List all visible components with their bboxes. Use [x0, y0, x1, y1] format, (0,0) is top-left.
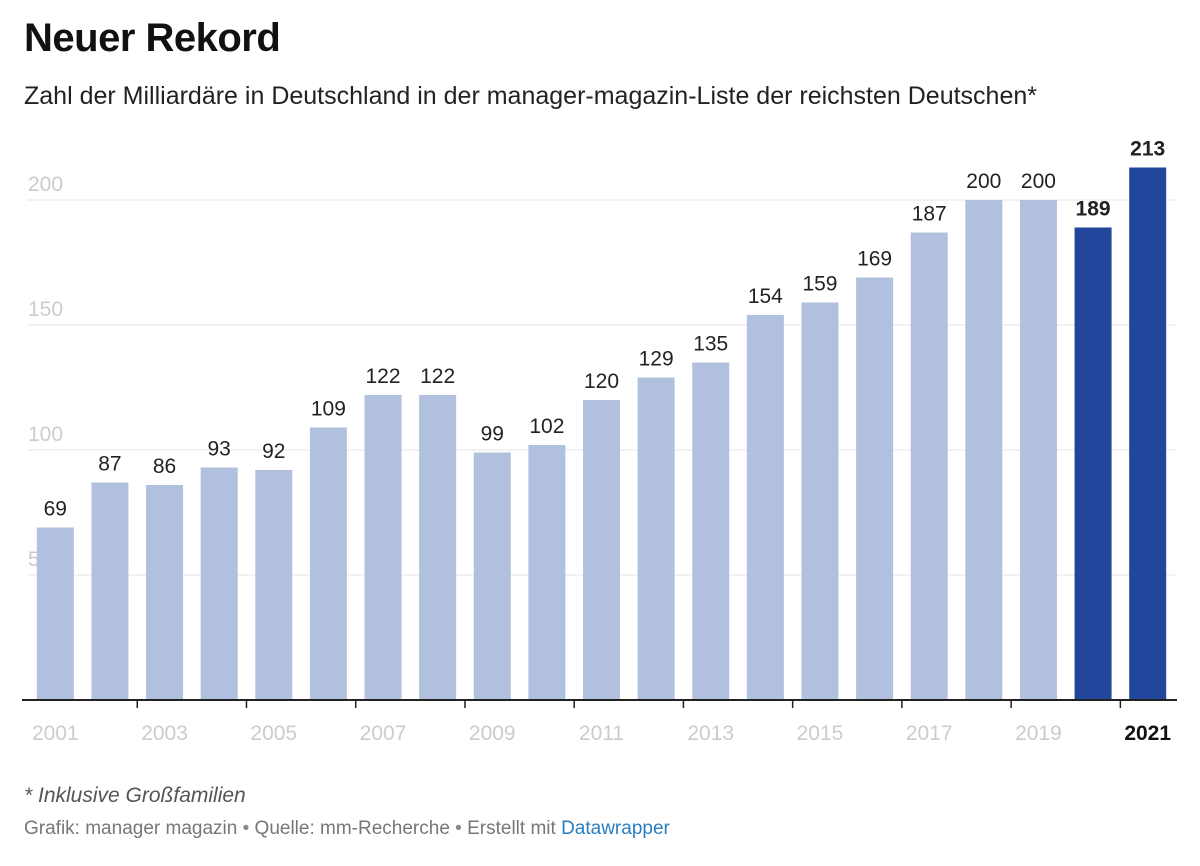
bar-2001 [36, 527, 74, 700]
source-text: Quelle: mm-Recherche [254, 818, 450, 839]
made-with-text: Erstellt mit [467, 818, 556, 839]
x-tick-label-2011: 2011 [579, 722, 624, 745]
bar-2015 [801, 302, 839, 700]
bar-2003 [146, 485, 184, 700]
bar-2020 [1074, 227, 1112, 700]
value-label-2018: 200 [966, 170, 1001, 193]
bar-2010 [528, 445, 566, 700]
value-label-2009: 99 [481, 423, 504, 446]
bar-2009 [473, 452, 511, 700]
bar-2005 [255, 470, 293, 700]
x-tick-label-2021: 2021 [1124, 722, 1171, 745]
value-label-2006: 109 [311, 398, 346, 421]
bar-2006 [309, 427, 347, 700]
y-tick-label: 150 [28, 298, 63, 321]
x-tick-label-2007: 2007 [360, 722, 407, 745]
value-label-2013: 135 [693, 333, 728, 356]
value-label-2012: 129 [639, 348, 674, 371]
x-tick-label-2001: 2001 [32, 722, 79, 745]
value-label-2021: 213 [1130, 138, 1165, 161]
y-tick-label: 200 [28, 173, 63, 196]
bar-chart: 5010015020069878693921091221229910212012… [22, 138, 1177, 745]
chart-subtitle: Zahl der Milliardäre in Deutschland in d… [24, 82, 1038, 110]
x-tick-label-2019: 2019 [1015, 722, 1062, 745]
bar-2018 [965, 200, 1003, 700]
value-label-2020: 189 [1076, 198, 1111, 221]
value-label-2014: 154 [748, 285, 783, 308]
bar-2017 [910, 232, 948, 700]
y-tick-label: 100 [28, 423, 63, 446]
x-tick-label-2003: 2003 [141, 722, 188, 745]
bar-2007 [364, 395, 402, 700]
x-tick-label-2005: 2005 [250, 722, 297, 745]
x-tick-label-2017: 2017 [906, 722, 953, 745]
x-tick-label-2009: 2009 [469, 722, 516, 745]
value-label-2016: 169 [857, 248, 892, 271]
value-label-2001: 69 [44, 498, 67, 521]
value-label-2003: 86 [153, 455, 176, 478]
value-label-2004: 93 [207, 438, 230, 461]
bar-2021 [1129, 167, 1167, 700]
credit-text: Grafik: manager magazin [24, 818, 238, 839]
x-tick-label-2015: 2015 [797, 722, 844, 745]
value-label-2005: 92 [262, 440, 285, 463]
chart-title: Neuer Rekord [24, 16, 281, 60]
value-label-2007: 122 [366, 365, 401, 388]
separator: • [455, 818, 462, 839]
value-label-2008: 122 [420, 365, 455, 388]
bar-2019 [1019, 200, 1057, 700]
value-label-2011: 120 [584, 370, 619, 393]
bar-2002 [91, 482, 129, 700]
credits-line: Grafik: manager magazin • Quelle: mm-Rec… [24, 818, 670, 840]
value-label-2010: 102 [529, 415, 564, 438]
bar-2011 [583, 400, 620, 700]
datawrapper-link[interactable]: Datawrapper [561, 818, 670, 839]
bar-2004 [200, 467, 238, 700]
x-tick-label-2013: 2013 [687, 722, 734, 745]
value-label-2019: 200 [1021, 170, 1056, 193]
footnote: * Inklusive Großfamilien [24, 784, 246, 807]
bar-2012 [637, 377, 675, 700]
bar-2016 [856, 277, 894, 700]
bar-2014 [746, 315, 784, 700]
value-label-2015: 159 [802, 273, 837, 296]
bar-2013 [692, 362, 730, 700]
value-label-2017: 187 [912, 203, 947, 226]
bar-2008 [419, 395, 457, 700]
separator: • [242, 818, 250, 839]
value-label-2002: 87 [98, 453, 121, 476]
